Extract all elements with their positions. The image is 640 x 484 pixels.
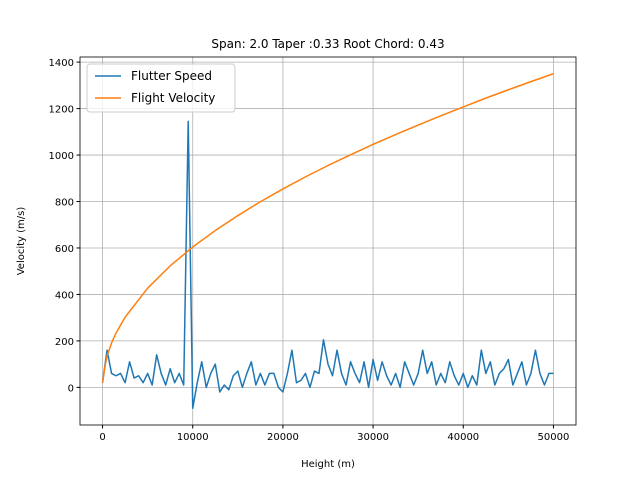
legend-label: Flutter Speed (131, 69, 212, 83)
x-tick-label: 0 (99, 432, 105, 443)
y-tick-label: 1400 (49, 58, 74, 69)
y-tick-label: 800 (55, 198, 74, 209)
x-tick-label: 30000 (357, 432, 389, 443)
y-tick-label: 200 (55, 337, 74, 348)
series-line (101, 73, 554, 383)
x-tick-label: 50000 (538, 432, 570, 443)
y-axis-label: Velocity (m/s) (16, 207, 27, 276)
plot-frame (79, 56, 577, 426)
y-tick-label: 1000 (49, 151, 74, 162)
y-tick-label: 600 (55, 244, 74, 255)
x-tick-label: 20000 (267, 432, 299, 443)
legend-label: Flight Velocity (131, 91, 215, 105)
chart-title: Span: 2.0 Taper :0.33 Root Chord: 0.43 (211, 37, 444, 51)
legend-box (86, 63, 236, 113)
x-tick-label: 10000 (177, 432, 209, 443)
x-tick-label: 40000 (447, 432, 479, 443)
y-tick-label: 1200 (49, 105, 74, 116)
y-tick-label: 0 (68, 383, 74, 394)
x-axis-label: Height (m) (301, 459, 355, 470)
series-line (101, 120, 554, 410)
y-tick-label: 400 (55, 290, 74, 301)
